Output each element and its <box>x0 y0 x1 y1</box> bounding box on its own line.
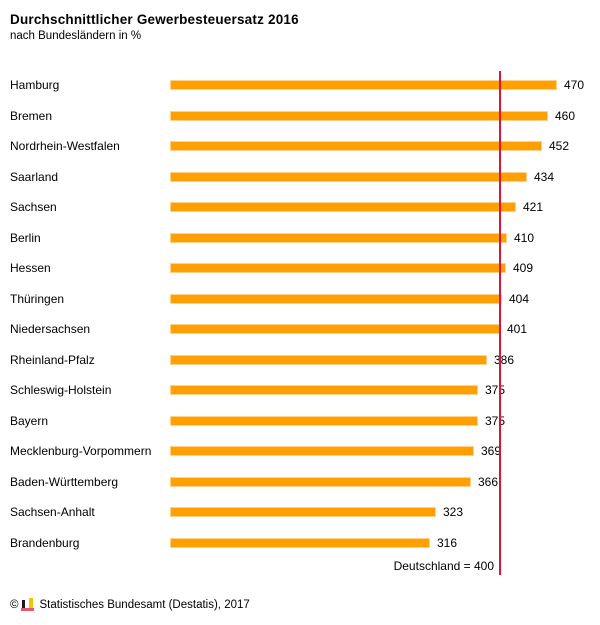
bar-track: 386 <box>170 345 590 376</box>
chart-row: Baden-Württemberg 366 <box>10 467 590 498</box>
value-label: 434 <box>534 169 555 184</box>
bar <box>170 110 548 121</box>
bar <box>170 507 436 518</box>
value-label: 404 <box>509 291 530 306</box>
value-label: 386 <box>494 352 515 367</box>
copyright-symbol: © <box>10 599 19 611</box>
chart-row: Sachsen-Anhalt 323 <box>10 497 590 528</box>
category-label: Schleswig-Holstein <box>10 383 112 398</box>
source-footer: © Statistisches Bundesamt (Destatis), 20… <box>10 598 590 612</box>
category-label: Berlin <box>10 230 41 245</box>
chart-row: Berlin 410 <box>10 223 590 254</box>
chart-row: Niedersachsen 401 <box>10 314 590 345</box>
bar-track: 410 <box>170 223 590 254</box>
bar <box>170 476 471 487</box>
chart-row: Bayern 375 <box>10 406 590 437</box>
bar-track: 421 <box>170 192 590 223</box>
value-label: 366 <box>478 474 499 489</box>
bar-track: 470 <box>170 70 590 101</box>
bar <box>170 446 474 457</box>
bar <box>170 263 506 274</box>
chart-row: Schleswig-Holstein 375 <box>10 375 590 406</box>
category-label: Mecklenburg-Vorpommern <box>10 444 152 459</box>
bar-track: 369 <box>170 436 590 467</box>
reference-line <box>499 71 501 575</box>
value-label: 470 <box>564 78 585 93</box>
chart-row: Brandenburg 316 <box>10 528 590 559</box>
bar <box>170 293 502 304</box>
category-label: Thüringen <box>10 291 65 306</box>
destatis-logo-icon <box>21 598 35 612</box>
bar <box>170 385 478 396</box>
chart-row: Sachsen 421 <box>10 192 590 223</box>
bar-track: 460 <box>170 101 590 132</box>
chart-subtitle: nach Bundesländern in % <box>10 30 142 42</box>
bar-track: 409 <box>170 253 590 284</box>
category-label: Hessen <box>10 261 51 276</box>
category-label: Brandenburg <box>10 535 80 550</box>
category-label: Sachsen <box>10 200 57 215</box>
bar <box>170 80 557 91</box>
bar <box>170 415 478 426</box>
source-text: Statistisches Bundesamt (Destatis), 2017 <box>39 599 250 611</box>
bar <box>170 141 542 152</box>
bar <box>170 171 527 182</box>
value-label: 401 <box>507 322 528 337</box>
chart-title: Durchschnittlicher Gewerbesteuersatz 201… <box>10 12 299 27</box>
chart-row: Mecklenburg-Vorpommern 369 <box>10 436 590 467</box>
chart-row: Hessen 409 <box>10 253 590 284</box>
category-label: Baden-Württemberg <box>10 474 119 489</box>
value-label: 452 <box>549 139 570 154</box>
bar <box>170 354 487 365</box>
bar <box>170 324 500 335</box>
value-label: 421 <box>523 200 544 215</box>
bar-track: 323 <box>170 497 590 528</box>
reference-line-label: Deutschland = 400 <box>393 559 494 573</box>
bar-track: 375 <box>170 375 590 406</box>
bar-track: 375 <box>170 406 590 437</box>
value-label: 316 <box>437 535 458 550</box>
value-label: 409 <box>513 261 534 276</box>
category-label: Nordrhein-Westfalen <box>10 139 120 154</box>
value-label: 460 <box>555 108 576 123</box>
category-label: Sachsen-Anhalt <box>10 505 95 520</box>
chart-row: Saarland 434 <box>10 162 590 193</box>
chart-row: Bremen 460 <box>10 101 590 132</box>
category-label: Hamburg <box>10 78 60 93</box>
chart-page: Durchschnittlicher Gewerbesteuersatz 201… <box>10 12 590 612</box>
bar-chart: Hamburg 470 Bremen 460 Nordrhein-Westfal… <box>10 70 590 578</box>
category-label: Saarland <box>10 169 59 184</box>
value-label: 369 <box>481 444 502 459</box>
bar <box>170 537 430 548</box>
bar-track: 316 <box>170 528 590 559</box>
bar-track: 401 <box>170 314 590 345</box>
chart-row: Nordrhein-Westfalen 452 <box>10 131 590 162</box>
value-label: 410 <box>514 230 535 245</box>
chart-row: Thüringen 404 <box>10 284 590 315</box>
category-label: Niedersachsen <box>10 322 91 337</box>
bar-track: 404 <box>170 284 590 315</box>
bar-track: 434 <box>170 162 590 193</box>
value-label: 375 <box>485 413 506 428</box>
bar <box>170 232 507 243</box>
bar-track: 452 <box>170 131 590 162</box>
chart-row: Hamburg 470 <box>10 70 590 101</box>
value-label: 375 <box>485 383 506 398</box>
chart-row: Rheinland-Pfalz 386 <box>10 345 590 376</box>
chart-rows: Hamburg 470 Bremen 460 Nordrhein-Westfal… <box>10 70 590 558</box>
bar-track: 366 <box>170 467 590 498</box>
value-label: 323 <box>443 505 464 520</box>
category-label: Bremen <box>10 108 53 123</box>
category-label: Rheinland-Pfalz <box>10 352 95 367</box>
category-label: Bayern <box>10 413 49 428</box>
bar <box>170 202 516 213</box>
